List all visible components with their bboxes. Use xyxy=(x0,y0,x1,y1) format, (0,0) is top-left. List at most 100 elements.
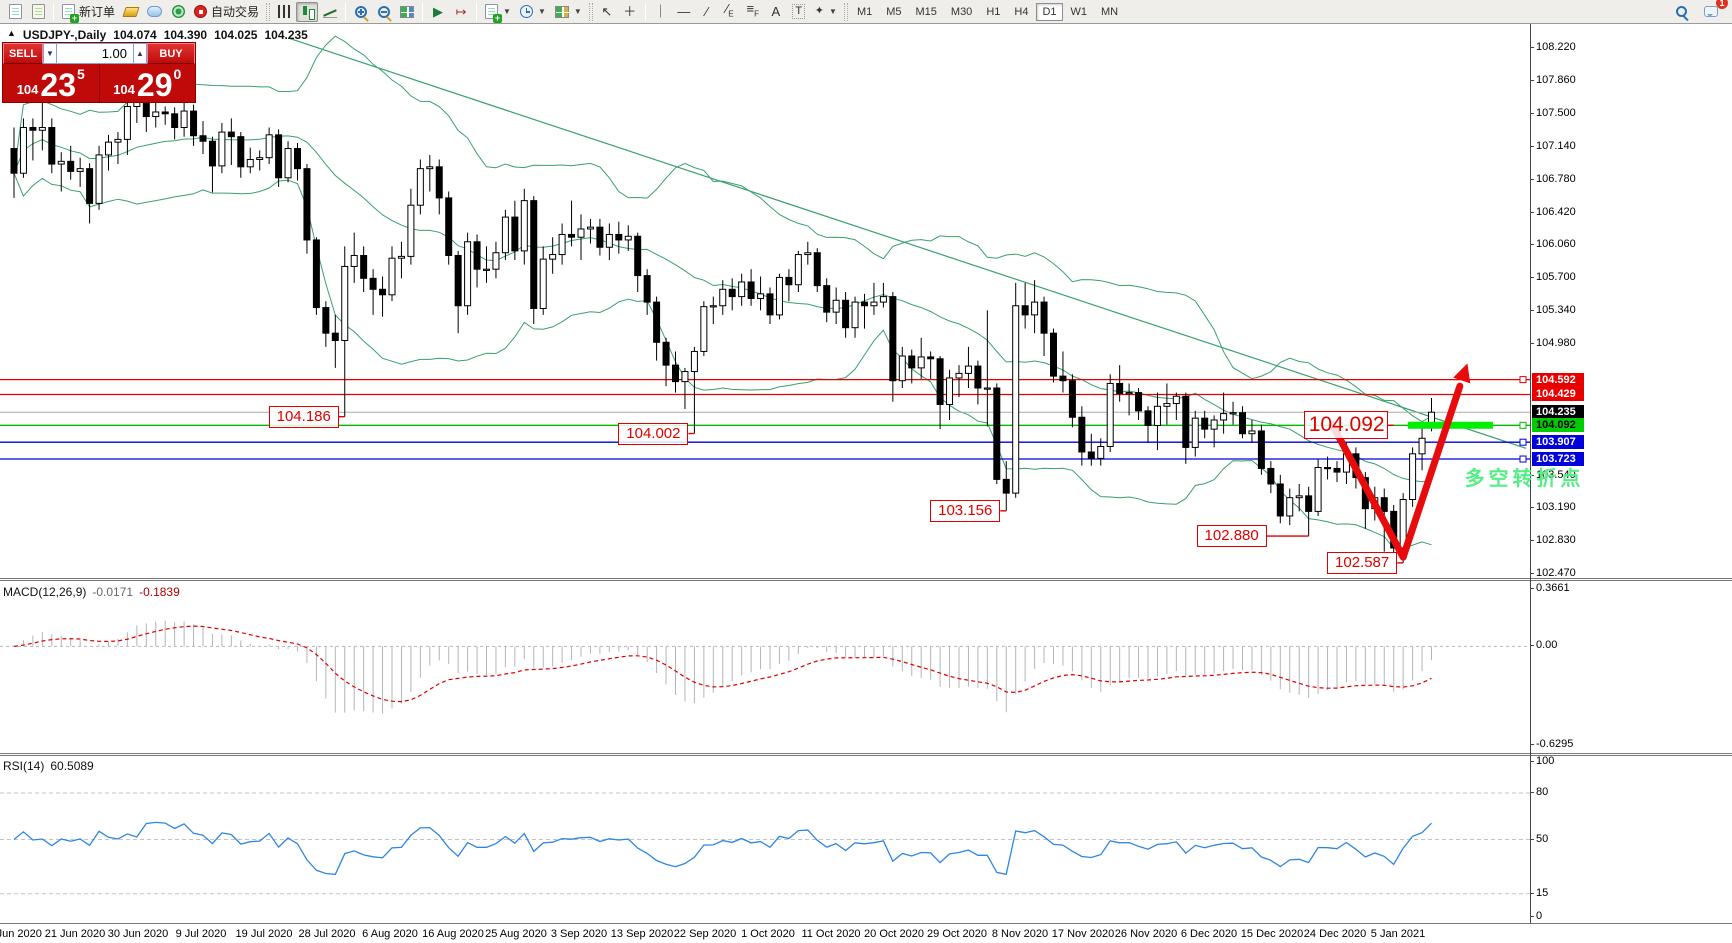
signals-button[interactable] xyxy=(143,2,166,22)
sell-price-pips: 23 xyxy=(40,67,76,103)
search-button[interactable] xyxy=(1670,2,1692,22)
sell-price[interactable]: 104 23 5 xyxy=(3,64,100,102)
timeframe-toolbar: M1 M5 M15 M30 H1 H4 D1 W1 MN xyxy=(851,2,1124,21)
candlestick-chart-button[interactable] xyxy=(296,1,319,22)
price-tick-106.780: 106.780 xyxy=(1530,172,1576,185)
volume-input[interactable]: 1.00 xyxy=(57,43,133,64)
volume-increase-button[interactable]: ▲ xyxy=(133,43,147,64)
fibonacci-button[interactable]: ≡F xyxy=(742,2,764,22)
new-chart-button[interactable] xyxy=(4,2,26,22)
one-click-trading-panel: SELL ▼ 1.00 ▲ BUY 104 23 5 104 29 0 xyxy=(2,42,196,103)
macd-canvas[interactable] xyxy=(0,581,1530,753)
autotrading-button[interactable]: 自动交易 xyxy=(190,2,263,22)
periods-button[interactable]: ▼ xyxy=(516,2,550,22)
price-label-104.186[interactable]: 104.186 xyxy=(268,405,339,428)
buy-price[interactable]: 104 29 0 xyxy=(100,64,196,102)
price-label-102.587[interactable]: 102.587 xyxy=(1327,551,1398,574)
ohlc-low: 104.025 xyxy=(214,28,258,42)
zoom-in-button[interactable] xyxy=(350,2,372,22)
buy-price-figure: 104 xyxy=(113,82,135,97)
macd-main-value: -0.0171 xyxy=(92,585,134,599)
date-label: 30 Jun 2020 xyxy=(107,928,169,940)
autotrading-icon xyxy=(194,5,208,18)
crosshair-button[interactable]: ＋ xyxy=(619,2,641,22)
panel-separator[interactable] xyxy=(0,753,1732,756)
cursor-button[interactable]: ↖ xyxy=(596,2,618,22)
price-label-104.002[interactable]: 104.002 xyxy=(618,422,689,445)
profiles-button[interactable] xyxy=(27,2,49,22)
text-button[interactable]: A xyxy=(765,2,787,22)
rsi-name: RSI(14) xyxy=(3,759,45,773)
ohlc-high: 104.390 xyxy=(163,28,208,42)
symbol-period-label: USDJPY-,Daily xyxy=(22,28,107,42)
market-button[interactable] xyxy=(120,2,142,22)
date-label: 6 Aug 2020 xyxy=(362,928,418,940)
auto-scroll-icon: ▶ xyxy=(433,4,444,19)
dropdown-arrow-icon: ▼ xyxy=(573,7,582,16)
chart-shift-button[interactable]: ↦ xyxy=(450,2,472,22)
timeframe-m5-button[interactable]: M5 xyxy=(886,5,902,18)
price-tick-103.540: 103.540 xyxy=(1530,468,1576,481)
text-label-icon: T xyxy=(792,4,806,19)
new-order-icon xyxy=(62,4,79,23)
sell-button[interactable]: SELL xyxy=(3,43,43,64)
indicators-button[interactable]: ▼ xyxy=(481,2,515,23)
date-label: 29 Oct 2020 xyxy=(927,928,987,940)
tile-windows-button[interactable] xyxy=(396,2,418,22)
price-tick-105.700: 105.700 xyxy=(1530,271,1576,284)
timeframe-m30-button[interactable]: M30 xyxy=(950,5,973,18)
auto-scroll-button[interactable]: ▶ xyxy=(427,2,449,22)
channel-button[interactable]: ∕E xyxy=(719,2,741,22)
price-label-104.092[interactable]: 104.092 xyxy=(1303,411,1388,440)
news-icon xyxy=(171,5,185,18)
periods-icon xyxy=(519,5,533,18)
macd-tick-0.00: 0.00 xyxy=(1529,639,1558,652)
trendline-button[interactable]: ∕ xyxy=(696,2,718,22)
rsi-tick-50: 50 xyxy=(1529,832,1549,845)
date-label: 3 Sep 2020 xyxy=(550,928,608,940)
macd-name: MACD(12,26,9) xyxy=(3,585,87,599)
timeframe-d1-button[interactable]: D1 xyxy=(1036,2,1063,21)
market-icon xyxy=(122,6,140,17)
text-label-button[interactable]: T xyxy=(788,2,810,22)
annotation-note[interactable]: 多空转折点 xyxy=(1464,467,1585,490)
line-chart-button[interactable] xyxy=(319,2,341,22)
rsi-value: 60.5089 xyxy=(50,759,94,773)
timeframe-h4-button[interactable]: H4 xyxy=(1014,5,1029,18)
chat-button[interactable]: 1 xyxy=(1700,0,1728,22)
new-order-button[interactable]: 新订单 xyxy=(58,2,119,23)
volume-decrease-button[interactable]: ▼ xyxy=(43,43,57,64)
timeframe-m1-button[interactable]: M1 xyxy=(856,5,873,18)
date-label: 6 Dec 2020 xyxy=(1180,928,1238,940)
price-tag-104.092: 104.092 xyxy=(1532,418,1584,433)
price-label-102.880[interactable]: 102.880 xyxy=(1196,525,1267,548)
timeframe-w1-button[interactable]: W1 xyxy=(1070,5,1088,18)
new-order-label: 新订单 xyxy=(79,5,116,19)
price-label-103.156[interactable]: 103.156 xyxy=(930,499,1001,522)
candlestick-icon xyxy=(301,4,315,20)
news-button[interactable] xyxy=(167,2,189,22)
zoom-out-button[interactable] xyxy=(373,2,395,22)
price-tick-102.470: 102.470 xyxy=(1530,566,1576,579)
date-label: 8 Nov 2020 xyxy=(991,928,1049,940)
timeframe-h1-button[interactable]: H1 xyxy=(986,5,1001,18)
timeframe-mn-button[interactable]: MN xyxy=(1101,5,1119,18)
date-label: 16 Aug 2020 xyxy=(422,928,484,940)
date-label: 13 Sep 2020 xyxy=(610,928,674,940)
horizontal-line-button[interactable]: — xyxy=(673,2,695,22)
buy-button[interactable]: BUY xyxy=(147,43,195,64)
vertical-line-button[interactable]: ｜ xyxy=(650,2,672,22)
rsi-canvas[interactable] xyxy=(0,756,1530,923)
date-label: 22 Sep 2020 xyxy=(673,928,737,940)
price-chart-canvas[interactable] xyxy=(0,24,1530,578)
panel-separator[interactable] xyxy=(0,578,1732,581)
trendline-icon: ∕ xyxy=(705,4,708,19)
buy-price-pips: 29 xyxy=(136,67,173,103)
collapse-triangle-icon: ▲ xyxy=(7,28,16,38)
zoom-in-icon xyxy=(355,5,368,18)
arrows-button[interactable]: ✦ ▼ xyxy=(811,2,841,22)
timeframe-m15-button[interactable]: M15 xyxy=(915,5,937,18)
price-tag-103.723: 103.723 xyxy=(1532,452,1584,467)
templates-button[interactable]: ▼ xyxy=(551,2,586,22)
bar-chart-button[interactable] xyxy=(273,2,295,22)
